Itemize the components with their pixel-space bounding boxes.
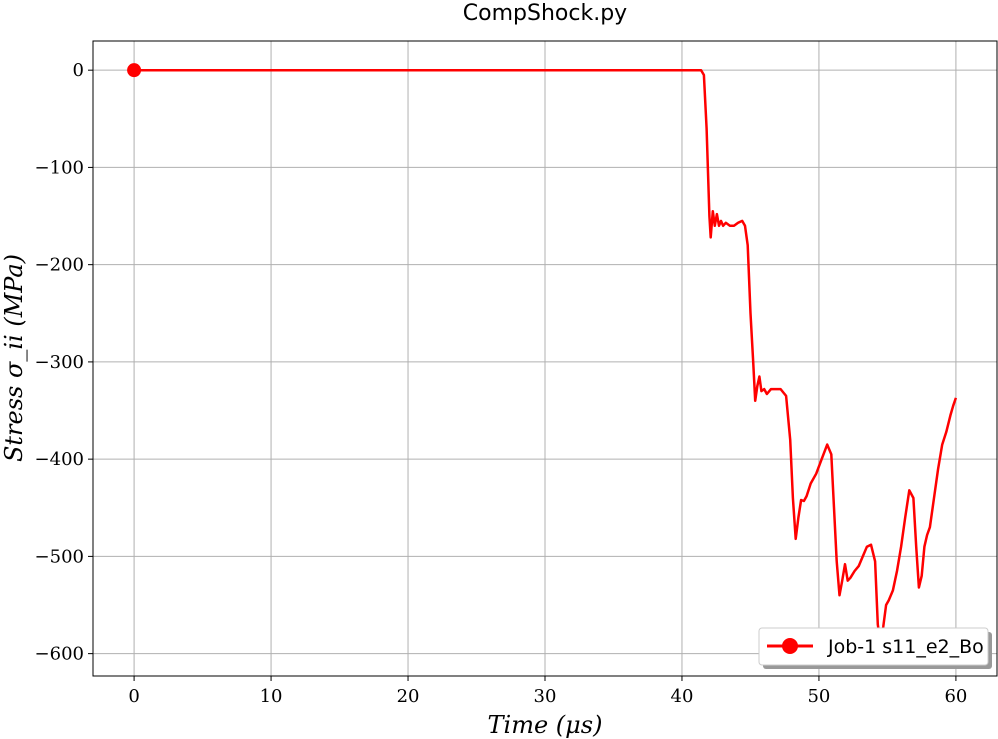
series-start-marker bbox=[127, 63, 142, 78]
y-tick-label: −500 bbox=[35, 546, 84, 567]
chart-title: CompShock.py bbox=[463, 1, 627, 26]
y-tick-label: −300 bbox=[35, 352, 84, 373]
x-tick-label: 0 bbox=[128, 686, 139, 707]
y-tick-label: −400 bbox=[35, 449, 84, 470]
x-axis-label: Time (μs) bbox=[488, 711, 603, 739]
legend: Job-1 s11_e2_Bo bbox=[758, 627, 992, 669]
series-layer bbox=[127, 63, 958, 646]
y-tick-label: −100 bbox=[35, 157, 84, 178]
y-tick-label: −600 bbox=[35, 644, 84, 665]
y-axis-ticks: 0 −100 −200 −300 −400 −500 −600 bbox=[35, 60, 93, 665]
x-axis-ticks: 0 10 20 30 40 50 60 bbox=[128, 676, 967, 707]
y-axis-label: Stress σ_ii (MPa) bbox=[0, 254, 28, 462]
y-tick-label: −200 bbox=[35, 255, 84, 276]
legend-marker bbox=[782, 638, 798, 654]
series-line bbox=[134, 68, 958, 646]
legend-entry-label: Job-1 s11_e2_Bo bbox=[827, 636, 984, 658]
x-tick-label: 10 bbox=[260, 686, 283, 707]
x-tick-label: 40 bbox=[671, 686, 694, 707]
x-tick-label: 30 bbox=[534, 686, 557, 707]
y-tick-label: 0 bbox=[73, 60, 84, 81]
x-tick-label: 50 bbox=[807, 686, 830, 707]
legend-box bbox=[758, 627, 989, 666]
x-tick-label: 60 bbox=[944, 686, 967, 707]
x-tick-label: 20 bbox=[397, 686, 420, 707]
